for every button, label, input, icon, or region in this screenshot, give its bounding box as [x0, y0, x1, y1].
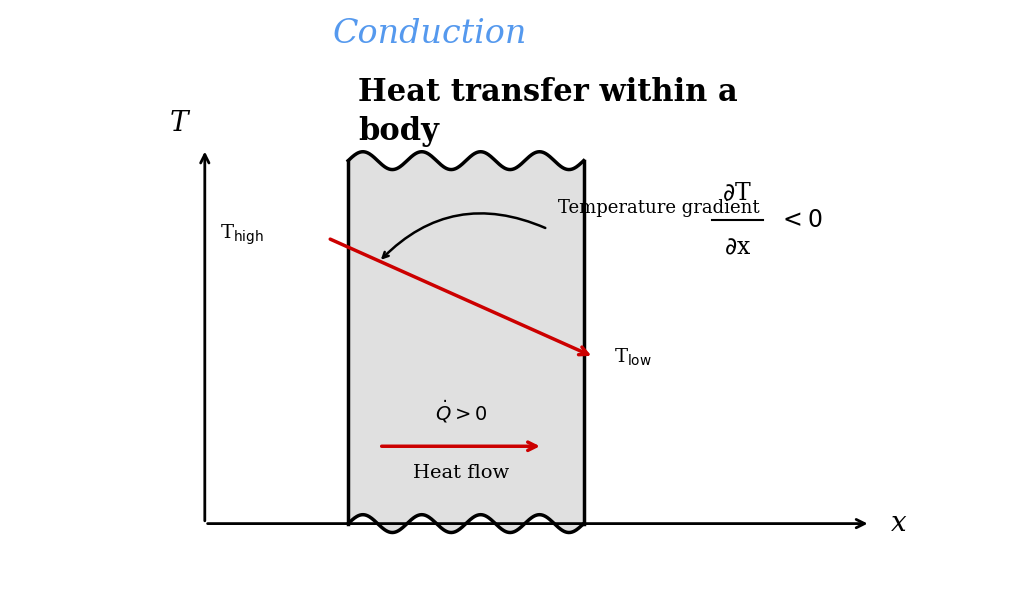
Text: Temperature gradient: Temperature gradient	[558, 199, 760, 217]
Text: T$_{\rm high}$: T$_{\rm high}$	[220, 223, 264, 248]
Text: T$_{\rm low}$: T$_{\rm low}$	[614, 346, 652, 368]
Text: $\dot{Q}>0$: $\dot{Q}>0$	[434, 399, 487, 425]
Text: Heat flow: Heat flow	[413, 464, 509, 482]
Text: Conduction: Conduction	[333, 18, 527, 50]
Text: $\partial$T: $\partial$T	[722, 182, 753, 205]
Text: $< 0$: $< 0$	[778, 209, 822, 231]
Polygon shape	[348, 152, 584, 533]
Text: T: T	[170, 110, 188, 137]
Text: $\partial$x: $\partial$x	[724, 236, 751, 258]
Text: x: x	[891, 510, 906, 537]
Text: Heat transfer within a
body: Heat transfer within a body	[358, 77, 738, 146]
